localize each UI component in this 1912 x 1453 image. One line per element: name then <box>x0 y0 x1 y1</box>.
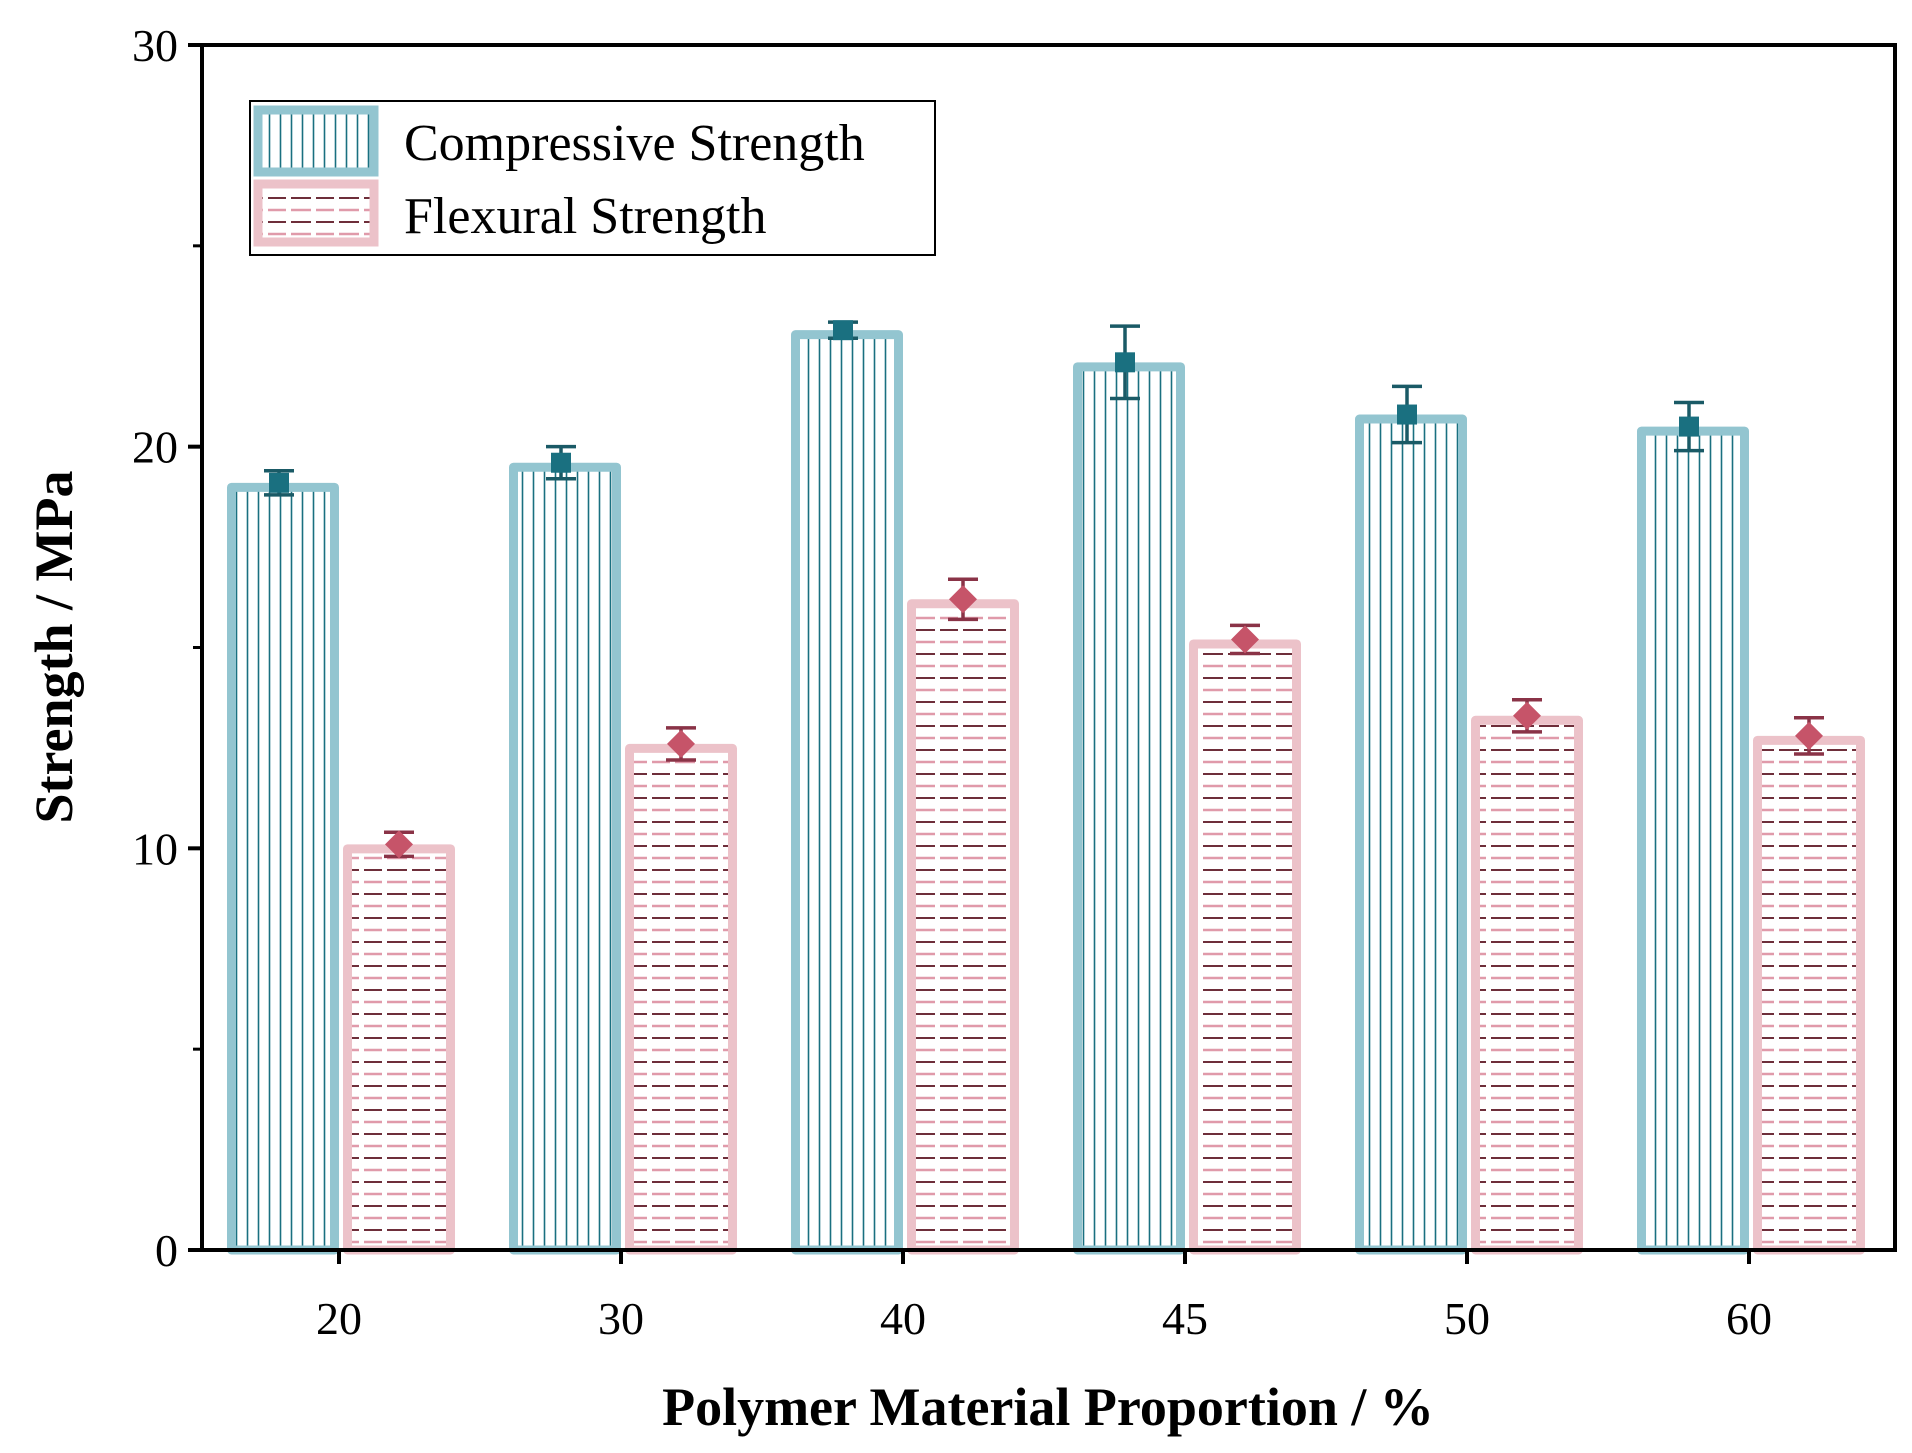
bar-flexural-40 <box>907 599 1019 1255</box>
plot-frame <box>200 43 1897 1252</box>
marker-flexural-30 <box>667 729 695 758</box>
legend-item-flexural: Flexural Strength <box>253 179 767 247</box>
marker-flexural-60 <box>1795 721 1823 750</box>
legend-item-compressive: Compressive Strength <box>253 105 865 177</box>
bar-flexural-20 <box>343 844 455 1255</box>
legend: Compressive Strength Flexural Strength <box>249 100 936 256</box>
y-tick-label-30: 30 <box>132 20 178 71</box>
bar-flexural-45 <box>1189 639 1301 1255</box>
legend-label-compressive: Compressive Strength <box>404 115 865 172</box>
bar-flexural-30 <box>625 743 737 1255</box>
marker-flexural-20 <box>385 830 413 859</box>
x-tick-label-20: 20 <box>316 1293 362 1344</box>
legend-swatch-compressive <box>253 105 379 177</box>
x-tick-label-30: 30 <box>598 1293 644 1344</box>
y-axis: 0 10 20 30 <box>132 20 202 1276</box>
x-axis: 20 30 40 45 50 60 <box>316 1250 1772 1344</box>
y-tick-label-20: 20 <box>132 422 178 473</box>
marker-compressive-20 <box>269 472 289 493</box>
marker-flexural-45 <box>1231 625 1259 654</box>
bar-compressive-45 <box>1073 362 1185 1255</box>
marker-flexural-40 <box>949 585 977 614</box>
bar-compressive-50 <box>1355 414 1467 1255</box>
x-tick-label-50: 50 <box>1444 1293 1490 1344</box>
marker-compressive-45 <box>1115 352 1135 373</box>
marker-flexural-50 <box>1513 701 1541 730</box>
x-tick-label-40: 40 <box>880 1293 926 1344</box>
marker-compressive-60 <box>1679 416 1699 437</box>
y-tick-label-10: 10 <box>132 823 178 874</box>
bar-compressive-40 <box>791 330 903 1255</box>
marker-compressive-30 <box>551 452 571 473</box>
plot-area <box>227 320 1865 1255</box>
bar-compressive-30 <box>509 462 621 1255</box>
bar-flexural-60 <box>1753 735 1865 1255</box>
x-axis-title: Polymer Material Proportion / % <box>662 1377 1434 1437</box>
legend-swatch-flexural <box>253 179 379 247</box>
marker-compressive-50 <box>1397 404 1417 425</box>
bar-compressive-60 <box>1637 426 1749 1255</box>
bar-flexural-50 <box>1471 715 1583 1255</box>
marker-compressive-40 <box>833 320 853 341</box>
legend-label-flexural: Flexural Strength <box>404 188 767 245</box>
y-tick-label-0: 0 <box>155 1225 178 1276</box>
bar-compressive-20 <box>227 482 339 1255</box>
x-tick-label-45: 45 <box>1162 1293 1208 1344</box>
x-tick-label-60: 60 <box>1726 1293 1772 1344</box>
y-axis-title: Strength / MPa <box>24 471 84 824</box>
